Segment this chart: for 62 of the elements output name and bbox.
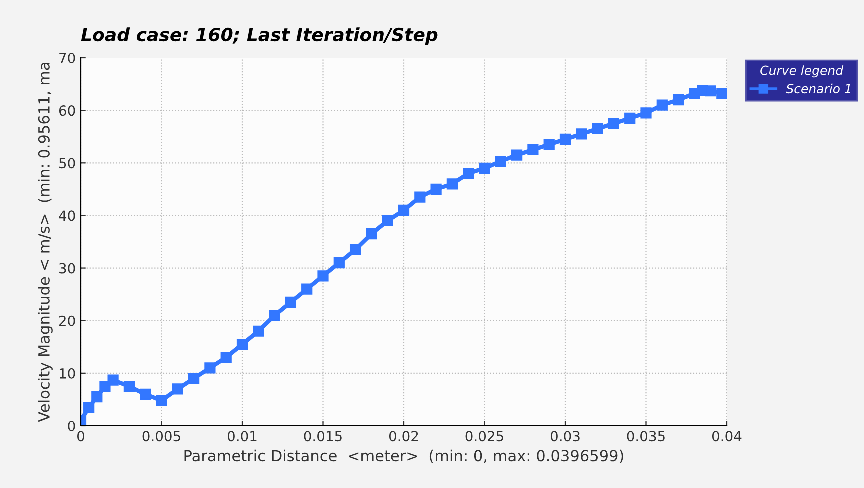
y-tick-label: 20	[59, 316, 76, 326]
x-tick-label: 0.025	[466, 431, 504, 442]
point	[672, 94, 684, 106]
point	[124, 381, 136, 392]
point	[302, 284, 313, 295]
point	[592, 123, 604, 135]
point	[156, 395, 168, 406]
point	[140, 388, 152, 400]
point	[204, 362, 216, 374]
point	[624, 112, 636, 124]
point	[382, 215, 394, 227]
x-tick-label: 0.015	[304, 431, 342, 442]
x-axis-title: Parametric Distance <meter> (min: 0, max: 0.0396599)	[184, 450, 624, 464]
point	[350, 244, 362, 256]
x-tick-label: 0.02	[389, 431, 418, 442]
point	[220, 352, 232, 364]
point	[108, 374, 119, 386]
point	[511, 150, 523, 161]
legend-label: Scenario 1	[786, 84, 851, 94]
point	[398, 204, 410, 216]
point	[446, 178, 458, 190]
point	[608, 118, 620, 130]
point	[430, 184, 442, 195]
point	[172, 384, 184, 395]
chart-title: Load case: 160; Last Iteration/Step	[81, 28, 438, 46]
point	[92, 392, 103, 403]
point	[716, 88, 727, 100]
point	[414, 192, 426, 203]
point	[479, 162, 490, 174]
point	[656, 100, 668, 111]
point	[576, 128, 588, 140]
y-tick-label: 50	[60, 158, 76, 169]
legend-title: Curve legend	[760, 66, 844, 78]
point	[236, 338, 248, 350]
point	[366, 228, 378, 240]
point	[705, 86, 716, 97]
point	[253, 326, 264, 337]
y-tick-label: 10	[60, 368, 76, 379]
point	[318, 270, 329, 282]
point	[640, 108, 652, 119]
point	[528, 144, 539, 156]
y-tick-label: 40	[59, 210, 76, 222]
y-axis-title: Velocity Magnitude < m/s> (min: 0.95611, ma	[38, 63, 53, 422]
point	[285, 296, 297, 308]
x-tick-label: 0	[77, 431, 84, 442]
point	[560, 134, 572, 146]
x-tick-label: 0.01	[228, 431, 257, 442]
y-tick-label: 0	[68, 420, 76, 432]
point	[269, 310, 280, 322]
point	[334, 257, 345, 269]
x-tick-label: 0.03	[550, 431, 580, 442]
x-tick-label: 0.035	[627, 431, 665, 442]
point	[463, 168, 474, 180]
y-tick-label: 30	[60, 263, 76, 274]
x-tick-label: 0.005	[142, 431, 180, 442]
x-tick-label: 0.04	[712, 431, 742, 442]
point	[495, 156, 506, 168]
y-tick-label: 70	[60, 52, 76, 64]
y-tick-label: 60	[59, 106, 76, 116]
point	[84, 402, 95, 414]
point	[188, 373, 200, 384]
point	[544, 139, 555, 150]
